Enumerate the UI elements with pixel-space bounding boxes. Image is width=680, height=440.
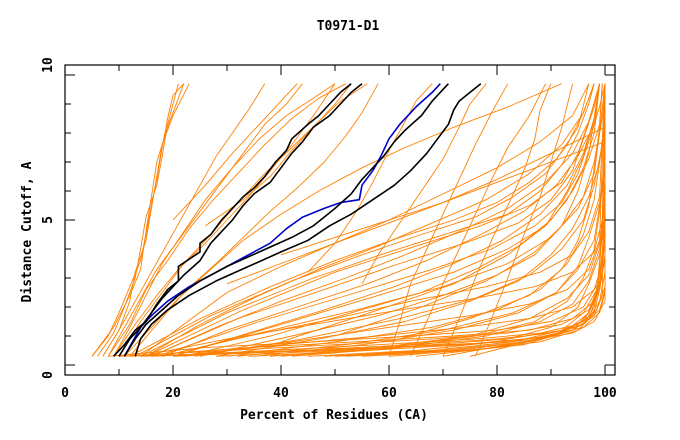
series-line-model-orange-38 (388, 83, 603, 343)
series-line-model-orange-48 (280, 126, 606, 256)
x-axis-label: Percent of Residues (CA) (240, 408, 428, 423)
series-line-model-orange-11 (129, 83, 379, 357)
series-line-model-orange-44 (474, 83, 574, 357)
series-line-model-orange-03 (102, 83, 190, 357)
y-tick-label: 0 (41, 371, 56, 379)
series-line-model-black-3 (123, 83, 449, 357)
series-line-model-orange-08 (107, 83, 347, 357)
series-line-model-orange-12 (124, 83, 562, 357)
series-line-model-blue (123, 83, 441, 357)
series-line-model-orange-07 (113, 83, 336, 357)
series-line-model-orange-17 (172, 83, 601, 357)
series-line-model-orange-57 (345, 83, 606, 357)
series-line-model-orange-30 (280, 83, 606, 357)
series-line-model-orange-01 (91, 83, 185, 357)
y-axis-label: Distance Cutoff, A (20, 161, 35, 302)
series-line-model-orange-21 (129, 83, 590, 357)
series-line-model-black-4 (134, 83, 482, 357)
series-line-model-orange-22 (134, 83, 595, 357)
series-line-model-orange-10 (113, 83, 336, 357)
series-line-model-orange-69 (118, 83, 606, 357)
series-line-model-orange-53 (237, 83, 606, 357)
series-line-model-orange-52 (194, 83, 606, 357)
series-line-model-orange-65 (183, 83, 606, 357)
y-tick-label: 10 (41, 57, 56, 73)
series-line-model-black-2 (118, 83, 363, 357)
x-tick-label: 100 (593, 386, 617, 401)
series-line-model-orange-46 (307, 83, 433, 273)
x-tick-label: 0 (61, 386, 69, 401)
series-line-model-orange-64 (162, 83, 606, 357)
series-line-model-orange-45 (361, 83, 487, 285)
series-line-model-orange-02 (97, 83, 179, 357)
plot-lines (91, 83, 606, 357)
series-line-model-orange-14 (145, 83, 595, 357)
series-line-model-orange-51 (162, 83, 606, 357)
series-line-model-orange-61 (129, 83, 606, 357)
series-line-model-orange-28 (226, 83, 606, 357)
series-line-model-orange-42 (410, 83, 547, 357)
axis-tick-labels: 0 20 40 60 80 100 0 5 10 (41, 57, 617, 401)
series-line-model-orange-70 (140, 83, 606, 357)
x-tick-label: 60 (381, 386, 397, 401)
x-tick-label: 80 (489, 386, 505, 401)
series-line-model-orange-34 (388, 83, 606, 357)
chart-title: T0971-D1 (317, 19, 380, 34)
series-line-model-orange-04 (91, 83, 185, 357)
series-line-model-orange-50 (172, 83, 298, 221)
x-tick-label: 40 (273, 386, 289, 401)
series-line-model-orange-31 (307, 83, 606, 357)
series-line-model-orange-40 (280, 83, 601, 343)
series-line-model-orange-66 (172, 83, 606, 357)
series-line-model-orange-25 (151, 83, 601, 357)
series-line-model-orange-16 (162, 83, 601, 357)
series-line-model-orange-05 (107, 83, 303, 357)
x-tick-label: 20 (165, 386, 181, 401)
series-line-model-orange-49 (205, 83, 352, 227)
series-line-model-orange-15 (151, 83, 601, 357)
y-tick-label: 5 (41, 216, 56, 224)
series-line-model-orange-43 (442, 83, 552, 357)
series-line-model-orange-47 (226, 141, 606, 285)
axis-ticks (64, 65, 615, 375)
series-line-model-orange-06 (102, 83, 266, 357)
